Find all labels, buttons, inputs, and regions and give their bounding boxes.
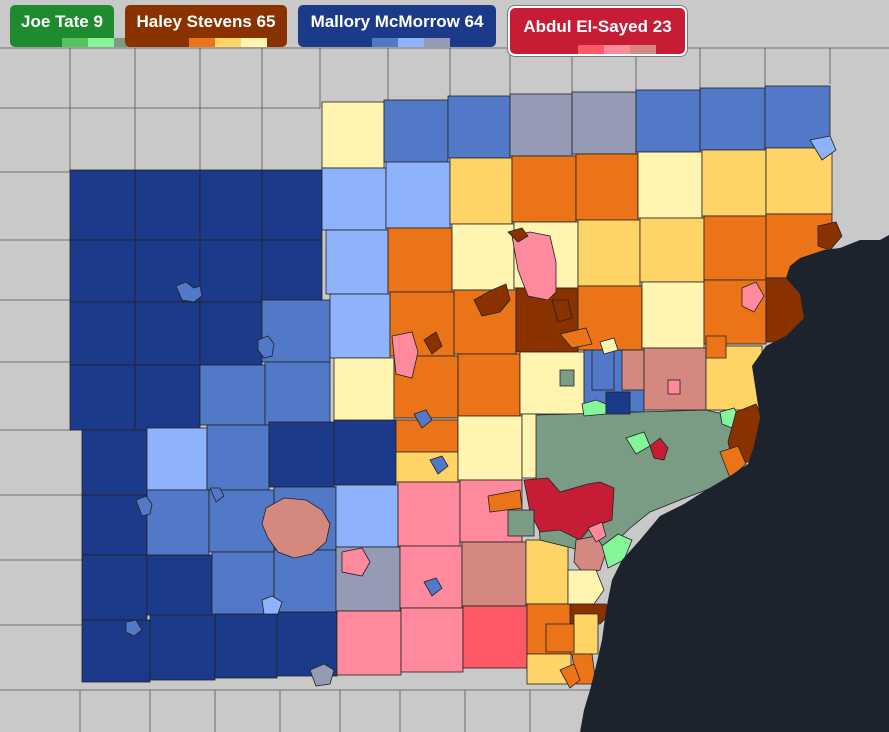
county-tile xyxy=(81,554,148,621)
county-tile xyxy=(643,347,707,411)
county-tile xyxy=(69,239,136,303)
county-tile xyxy=(639,217,705,283)
candidate-chip-elsayed[interactable]: Abdul El-Sayed 23 xyxy=(510,8,685,54)
candidate-label: Abdul El-Sayed 23 xyxy=(523,17,672,36)
candidate-chip-stevens[interactable]: Haley Stevens 65 xyxy=(125,5,287,47)
county-tile xyxy=(703,215,767,281)
region-west xyxy=(69,169,397,687)
county-tile xyxy=(264,361,331,426)
county-tile xyxy=(81,429,148,496)
county-tile xyxy=(69,301,136,366)
county-tile xyxy=(383,99,449,163)
candidate-label: Mallory McMorrow 64 xyxy=(310,12,484,31)
region-central xyxy=(321,85,843,689)
county-tile xyxy=(199,169,263,241)
county-tile xyxy=(214,613,278,679)
county-tile xyxy=(69,169,136,241)
county-tile xyxy=(699,87,766,151)
county-tile xyxy=(206,424,270,491)
county-tile xyxy=(447,95,511,159)
shade-scale xyxy=(346,38,450,47)
county-tile xyxy=(261,169,323,241)
shade-swatch xyxy=(163,38,189,47)
county-tile xyxy=(333,419,397,486)
shade-swatch xyxy=(215,38,241,47)
county-tile xyxy=(333,357,395,421)
county-tile xyxy=(69,364,136,431)
county-tile xyxy=(461,541,527,607)
county-tile xyxy=(199,301,263,366)
county-tile xyxy=(335,484,399,548)
county-tile xyxy=(146,554,213,616)
shade-swatch xyxy=(424,38,450,47)
background-grid xyxy=(0,47,889,732)
lake-water xyxy=(580,235,889,732)
county-tile xyxy=(451,223,515,291)
county-tile xyxy=(387,227,453,293)
county-tile xyxy=(449,157,513,225)
county-tile xyxy=(525,539,569,605)
county-tile xyxy=(399,545,463,609)
county-tile xyxy=(571,91,637,155)
candidate-chip-tate[interactable]: Joe Tate 9 xyxy=(10,5,140,47)
shade-swatch xyxy=(36,38,62,47)
county-tile xyxy=(261,239,323,301)
county-tile xyxy=(641,281,705,349)
shade-swatch xyxy=(88,38,114,47)
shade-swatch xyxy=(604,45,630,54)
county-tile xyxy=(395,451,459,483)
county-tile xyxy=(321,167,387,231)
county-tile xyxy=(457,415,523,481)
county-tile xyxy=(385,161,451,229)
candidate-chip-mcmorrow[interactable]: Mallory McMorrow 64 xyxy=(298,5,496,47)
shade-swatch xyxy=(62,38,88,47)
county-tile xyxy=(329,293,391,359)
shade-swatch xyxy=(241,38,267,47)
shade-scale xyxy=(552,45,656,54)
county-tile xyxy=(519,351,585,415)
shade-swatch xyxy=(630,45,656,54)
county-tile xyxy=(261,299,331,363)
county-tile xyxy=(575,153,639,221)
county-tile xyxy=(635,89,701,153)
county-tile xyxy=(701,149,767,217)
county-tile xyxy=(577,219,641,287)
county-tile xyxy=(325,229,389,295)
county-tile xyxy=(199,239,263,303)
candidate-label: Haley Stevens 65 xyxy=(136,12,276,31)
county-tile xyxy=(146,427,208,491)
county-tile xyxy=(273,549,337,613)
county-tile xyxy=(395,419,459,453)
county-tile xyxy=(134,301,201,366)
county-tile xyxy=(764,85,831,149)
shade-scale xyxy=(163,38,267,47)
shade-swatch xyxy=(189,38,215,47)
county-tile xyxy=(457,353,521,417)
county-tile xyxy=(336,610,402,676)
county-tile xyxy=(637,151,703,219)
county-tile xyxy=(134,169,201,241)
county-tile xyxy=(199,364,266,426)
county-tile xyxy=(146,489,210,556)
shade-swatch xyxy=(578,45,604,54)
county-tile xyxy=(134,364,201,431)
county-tile xyxy=(462,605,528,669)
shade-swatch xyxy=(346,38,372,47)
shade-swatch xyxy=(552,45,578,54)
shade-swatch xyxy=(398,38,424,47)
county-tile xyxy=(149,614,216,681)
shade-swatch xyxy=(372,38,398,47)
county-tile xyxy=(276,611,338,677)
county-tile xyxy=(321,101,385,169)
county-tile xyxy=(511,155,577,223)
county-tile xyxy=(509,93,573,157)
county-tile xyxy=(397,481,461,547)
legend-bar: Joe Tate 9 Haley Stevens 65 Mallory McMo… xyxy=(0,0,889,60)
candidate-label: Joe Tate 9 xyxy=(21,12,103,31)
county-tile xyxy=(400,607,464,673)
county-tile xyxy=(268,421,335,488)
